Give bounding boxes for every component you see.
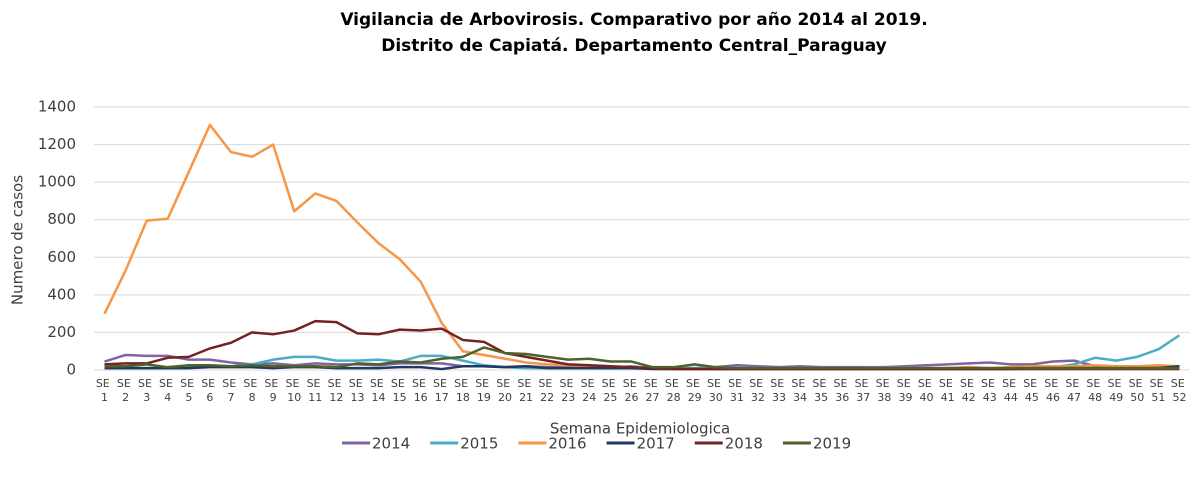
- x-tick-label: SE 51: [1150, 377, 1167, 404]
- y-tick-label: 1200: [38, 135, 76, 153]
- y-tick-label: 400: [47, 285, 76, 303]
- x-tick-label: SE 12: [328, 377, 345, 404]
- legend-label: 2018: [725, 435, 763, 453]
- x-tick-label: SE 22: [538, 377, 555, 404]
- y-tick-label: 1000: [38, 173, 76, 191]
- x-tick-label: SE 19: [475, 377, 492, 404]
- x-tick-label: SE 20: [496, 377, 513, 404]
- x-tick-label: SE 11: [307, 377, 324, 404]
- y-axis-label: Numero de casos: [9, 175, 27, 305]
- chart-title: Distrito de Capiatá. Departamento Centra…: [381, 36, 887, 56]
- y-tick-label: 0: [66, 361, 76, 379]
- x-tick-label: SE 34: [791, 377, 808, 404]
- y-tick-label: 800: [47, 210, 76, 228]
- x-tick-label: SE 50: [1129, 377, 1146, 404]
- x-tick-label: SE 13: [349, 377, 366, 404]
- x-tick-label: SE 21: [517, 377, 534, 404]
- x-tick-label: SE 7: [222, 377, 239, 404]
- x-tick-label: SE 37: [855, 377, 872, 404]
- series-line: [104, 346, 1180, 370]
- x-tick-label: SE 30: [707, 377, 724, 404]
- x-tick-label: SE 47: [1065, 377, 1082, 404]
- y-tick-label: 200: [47, 323, 76, 341]
- legend-label: 2016: [548, 435, 586, 453]
- x-tick-label: SE 16: [412, 377, 429, 404]
- x-tick-label: SE 8: [243, 377, 260, 404]
- x-tick-label: SE 31: [728, 377, 745, 404]
- x-tick-label: SE 3: [138, 377, 155, 404]
- x-tick-label: SE 25: [602, 377, 619, 404]
- x-tick-label: SE 5: [180, 377, 197, 404]
- x-tick-label: SE 9: [264, 377, 281, 404]
- x-tick-label: SE 48: [1086, 377, 1103, 404]
- x-tick-label: SE 43: [981, 377, 998, 404]
- x-tick-label: SE 17: [433, 377, 450, 404]
- x-tick-label: SE 24: [581, 377, 598, 404]
- x-tick-label: SE 45: [1023, 377, 1040, 404]
- x-tick-label: SE 44: [1002, 377, 1019, 404]
- x-tick-label: SE 46: [1044, 377, 1061, 404]
- x-tick-label: SE 52: [1171, 377, 1188, 404]
- x-tick-label: SE 14: [370, 377, 387, 404]
- x-tick-label: SE 40: [918, 377, 935, 404]
- x-tick-label: SE 2: [117, 377, 134, 404]
- x-tick-label: SE 28: [665, 377, 682, 404]
- x-tick-label: SE 18: [454, 377, 471, 404]
- x-tick-label: SE 42: [960, 377, 977, 404]
- x-tick-label: SE 41: [939, 377, 956, 404]
- x-tick-label: SE 6: [201, 377, 218, 404]
- x-tick-label: SE 49: [1108, 377, 1125, 404]
- y-tick-label: 600: [47, 248, 76, 266]
- chart-title: Vigilancia de Arbovirosis. Comparativo p…: [340, 10, 927, 30]
- x-tick-label: SE 32: [749, 377, 766, 404]
- x-axis-label: Semana Epidemiologica: [550, 420, 730, 438]
- x-tick-label: SE 15: [391, 377, 408, 404]
- x-tick-label: SE 29: [686, 377, 703, 404]
- x-tick-label: SE 10: [286, 377, 303, 404]
- legend-label: 2017: [637, 435, 675, 453]
- x-tick-label: SE 1: [96, 377, 113, 404]
- x-tick-label: SE 36: [834, 377, 851, 404]
- legend-label: 2014: [372, 435, 410, 453]
- y-tick-label: 1400: [38, 98, 76, 116]
- x-tick-label: SE 35: [812, 377, 829, 404]
- x-tick-label: SE 26: [623, 377, 640, 404]
- x-tick-label: SE 38: [876, 377, 893, 404]
- x-tick-label: SE 27: [644, 377, 661, 404]
- x-tick-label: SE 33: [770, 377, 787, 404]
- x-tick-label: SE 23: [560, 377, 577, 404]
- legend-label: 2015: [460, 435, 498, 453]
- x-tick-label: SE 39: [897, 377, 914, 404]
- x-tick-label: SE 4: [159, 377, 176, 404]
- legend-label: 2019: [813, 435, 851, 453]
